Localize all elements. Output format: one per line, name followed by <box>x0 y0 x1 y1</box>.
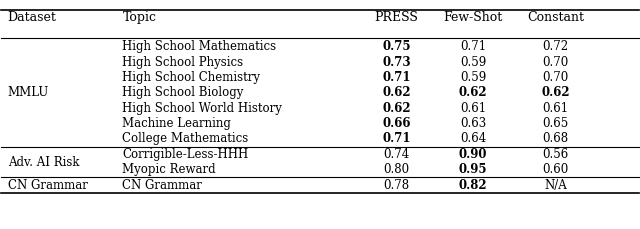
Text: College Mathematics: College Mathematics <box>122 132 249 145</box>
Text: MMLU: MMLU <box>8 86 49 99</box>
Text: 0.62: 0.62 <box>459 86 487 99</box>
Text: Topic: Topic <box>122 11 156 24</box>
Text: High School Biology: High School Biology <box>122 86 244 99</box>
Text: 0.90: 0.90 <box>459 148 487 161</box>
Text: 0.95: 0.95 <box>459 163 487 176</box>
Text: 0.80: 0.80 <box>383 163 410 176</box>
Text: 0.63: 0.63 <box>460 117 486 130</box>
Text: 0.59: 0.59 <box>460 55 486 68</box>
Text: High School World History: High School World History <box>122 102 282 115</box>
Text: N/A: N/A <box>545 179 567 192</box>
Text: 0.61: 0.61 <box>460 102 486 115</box>
Text: Corrigible-Less-HHH: Corrigible-Less-HHH <box>122 148 249 161</box>
Text: Dataset: Dataset <box>8 11 56 24</box>
Text: 0.62: 0.62 <box>541 86 570 99</box>
Text: High School Chemistry: High School Chemistry <box>122 71 260 84</box>
Text: Constant: Constant <box>527 11 584 24</box>
Text: 0.71: 0.71 <box>460 40 486 53</box>
Text: 0.82: 0.82 <box>459 179 487 192</box>
Text: 0.56: 0.56 <box>543 148 569 161</box>
Text: 0.65: 0.65 <box>543 117 569 130</box>
Text: 0.61: 0.61 <box>543 102 569 115</box>
Text: PRESS: PRESS <box>374 11 419 24</box>
Text: 0.62: 0.62 <box>382 102 411 115</box>
Text: 0.64: 0.64 <box>460 132 486 145</box>
Text: 0.78: 0.78 <box>383 179 410 192</box>
Text: 0.71: 0.71 <box>382 71 411 84</box>
Text: 0.59: 0.59 <box>460 71 486 84</box>
Text: 0.66: 0.66 <box>382 117 411 130</box>
Text: Machine Learning: Machine Learning <box>122 117 231 130</box>
Text: 0.62: 0.62 <box>382 86 411 99</box>
Text: 0.74: 0.74 <box>383 148 410 161</box>
Text: High School Mathematics: High School Mathematics <box>122 40 276 53</box>
Text: 0.68: 0.68 <box>543 132 569 145</box>
Text: 0.72: 0.72 <box>543 40 569 53</box>
Text: CN Grammar: CN Grammar <box>122 179 202 192</box>
Text: Few-Shot: Few-Shot <box>444 11 502 24</box>
Text: Adv. AI Risk: Adv. AI Risk <box>8 155 79 169</box>
Text: 0.70: 0.70 <box>543 55 569 68</box>
Text: 0.70: 0.70 <box>543 71 569 84</box>
Text: 0.60: 0.60 <box>543 163 569 176</box>
Text: High School Physics: High School Physics <box>122 55 244 68</box>
Text: 0.71: 0.71 <box>382 132 411 145</box>
Text: Myopic Reward: Myopic Reward <box>122 163 216 176</box>
Text: CN Grammar: CN Grammar <box>8 179 88 192</box>
Text: 0.75: 0.75 <box>382 40 411 53</box>
Text: 0.73: 0.73 <box>382 55 411 68</box>
